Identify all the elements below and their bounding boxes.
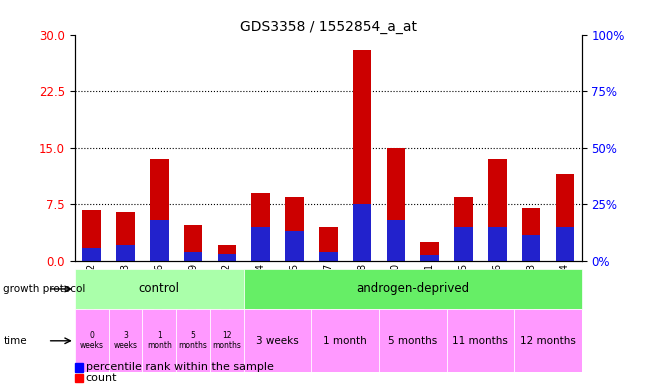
- Text: control: control: [138, 283, 180, 295]
- Bar: [184, 252, 202, 261]
- Bar: [252, 227, 270, 261]
- Bar: [421, 242, 439, 261]
- Bar: [75, 269, 244, 309]
- Bar: [379, 309, 447, 372]
- Text: time: time: [3, 336, 27, 346]
- Text: 11 months: 11 months: [452, 336, 508, 346]
- Bar: [75, 309, 109, 372]
- Bar: [454, 227, 473, 261]
- Bar: [387, 220, 405, 261]
- Text: 12
months: 12 months: [213, 331, 241, 351]
- Bar: [447, 309, 514, 372]
- Text: 1
month: 1 month: [147, 331, 172, 351]
- Bar: [488, 227, 506, 261]
- Text: 5
months: 5 months: [179, 331, 207, 351]
- Bar: [514, 309, 582, 372]
- Bar: [387, 148, 405, 261]
- Text: percentile rank within the sample: percentile rank within the sample: [86, 362, 274, 372]
- Bar: [116, 212, 135, 261]
- Bar: [556, 174, 574, 261]
- Bar: [244, 309, 311, 372]
- Bar: [353, 50, 371, 261]
- Bar: [353, 205, 371, 261]
- Text: androgen-deprived: androgen-deprived: [356, 283, 469, 295]
- Bar: [421, 255, 439, 261]
- Bar: [210, 309, 244, 372]
- Bar: [252, 193, 270, 261]
- Bar: [319, 227, 337, 261]
- Bar: [522, 235, 540, 261]
- Text: 5 months: 5 months: [388, 336, 437, 346]
- Bar: [83, 248, 101, 261]
- Bar: [285, 197, 304, 261]
- Text: 12 months: 12 months: [520, 336, 576, 346]
- Bar: [218, 245, 236, 261]
- Bar: [218, 254, 236, 261]
- Bar: [142, 309, 176, 372]
- Bar: [556, 227, 574, 261]
- Bar: [522, 208, 540, 261]
- Bar: [150, 159, 168, 261]
- Bar: [109, 309, 142, 372]
- Text: 3 weeks: 3 weeks: [256, 336, 299, 346]
- Text: 1 month: 1 month: [323, 336, 367, 346]
- Bar: [116, 245, 135, 261]
- Bar: [488, 159, 506, 261]
- Bar: [454, 197, 473, 261]
- Bar: [150, 220, 168, 261]
- Bar: [176, 309, 210, 372]
- Text: 3
weeks: 3 weeks: [114, 331, 137, 351]
- Text: 0
weeks: 0 weeks: [80, 331, 103, 351]
- Bar: [319, 252, 337, 261]
- Text: growth protocol: growth protocol: [3, 284, 86, 294]
- Text: count: count: [86, 373, 117, 383]
- Title: GDS3358 / 1552854_a_at: GDS3358 / 1552854_a_at: [240, 20, 417, 33]
- Bar: [184, 225, 202, 261]
- Bar: [285, 231, 304, 261]
- Bar: [244, 269, 582, 309]
- Bar: [83, 210, 101, 261]
- Bar: [311, 309, 379, 372]
